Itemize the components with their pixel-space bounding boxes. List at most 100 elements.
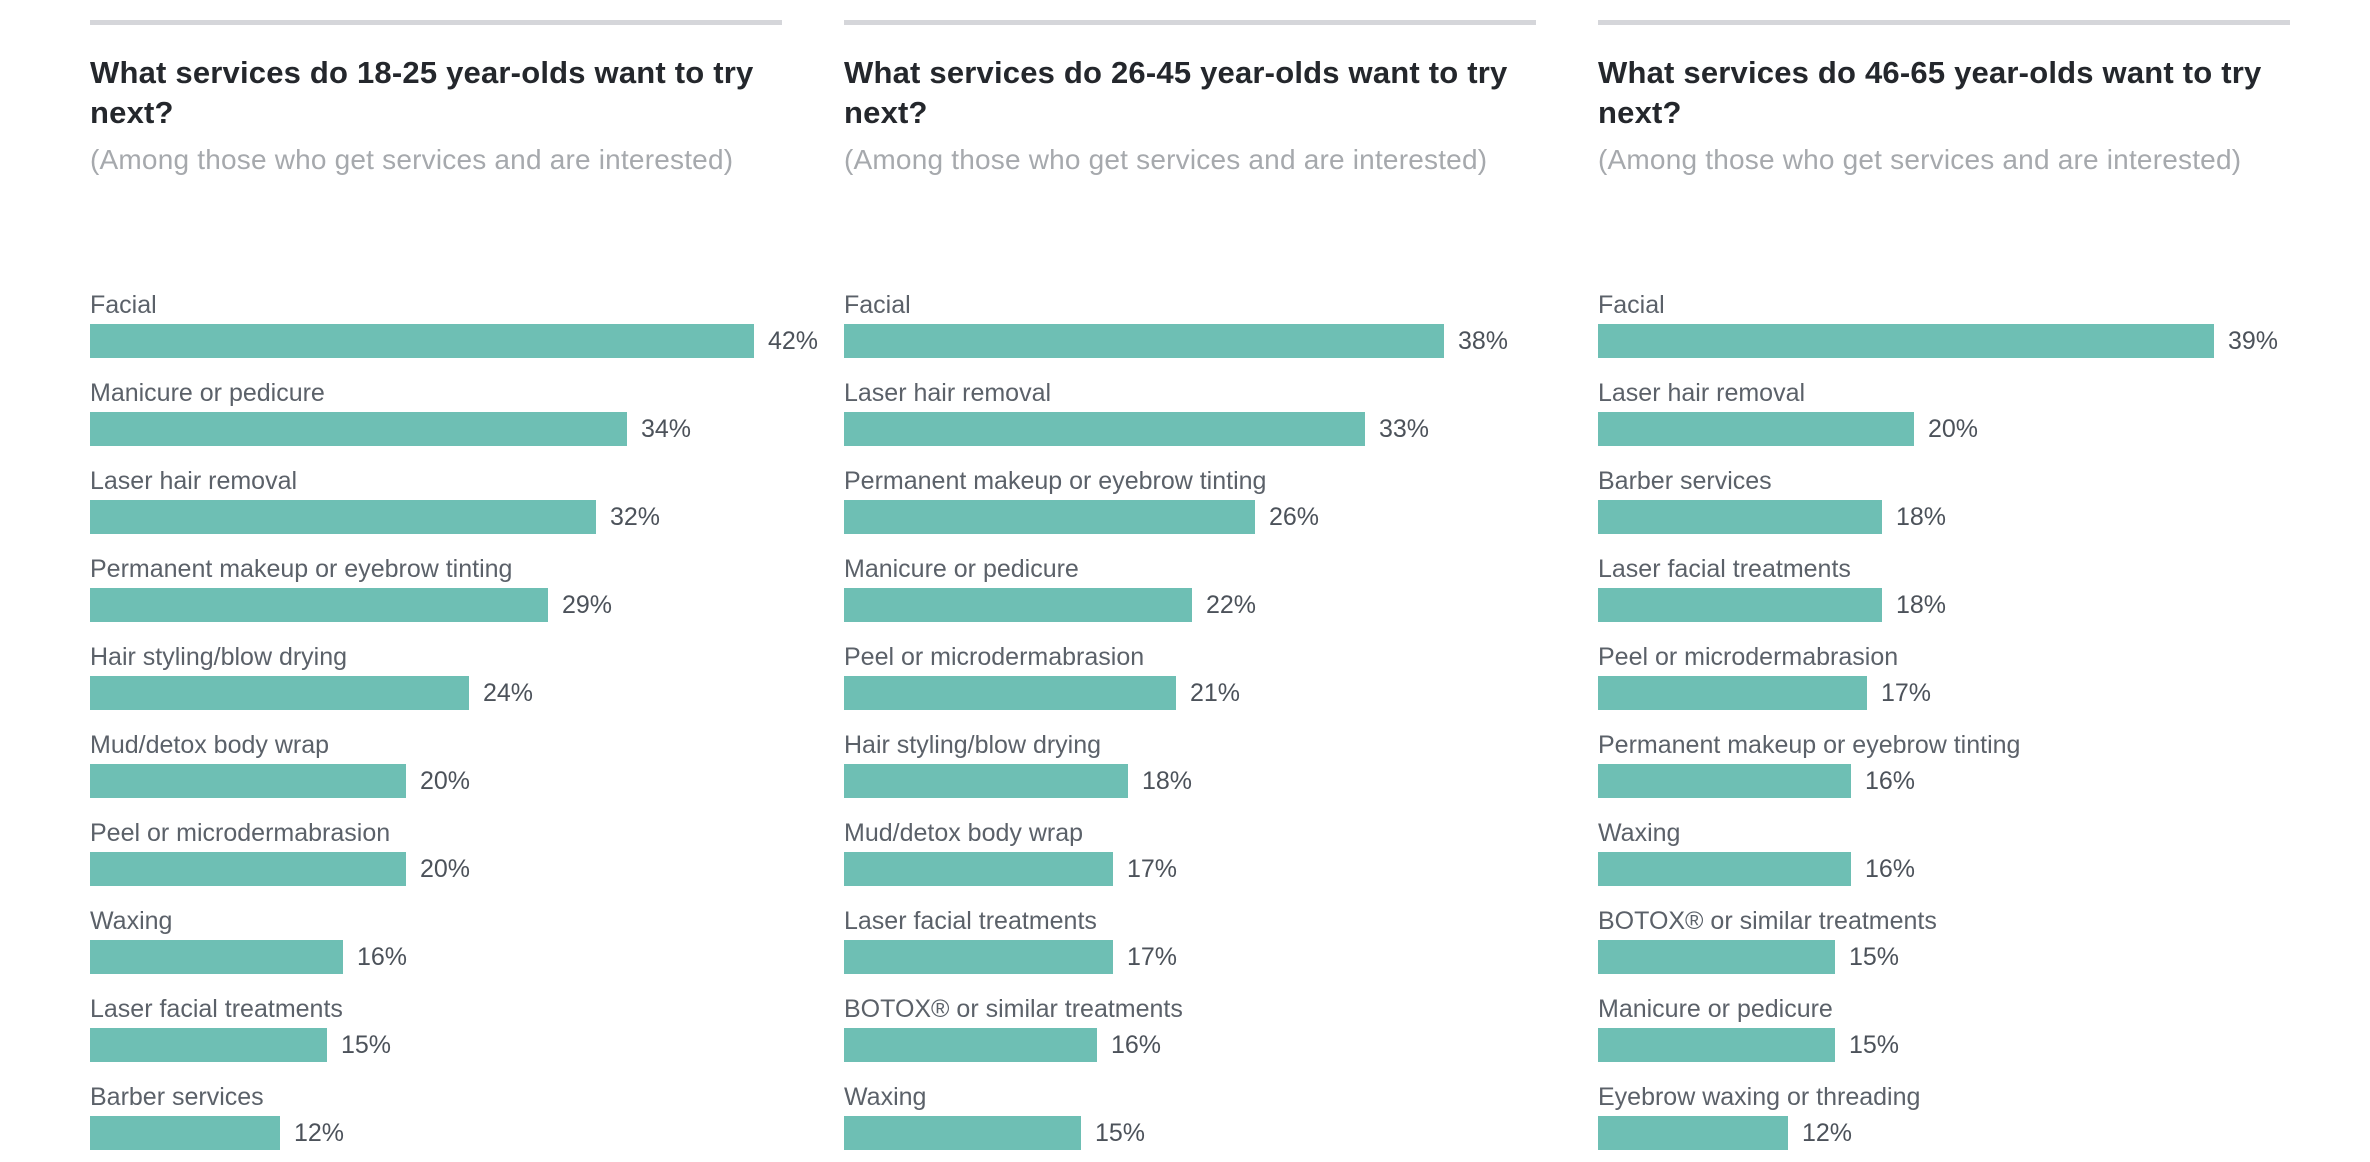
bar-label: BOTOX® or similar treatments [1598, 907, 1937, 935]
bar-label: Mud/detox body wrap [90, 731, 330, 759]
bar-line: 15% [844, 1116, 1556, 1150]
bar-row: Mud/detox body wrap 20% [90, 730, 802, 818]
bar-row: Laser facial treatments 17% [844, 906, 1556, 994]
bar [90, 676, 469, 710]
bar-value: 18% [1896, 503, 1947, 531]
bar-row: Waxing 15% [844, 1082, 1556, 1162]
bar-value: 32% [610, 503, 661, 531]
chart-column-46-65: What services do 46-65 year-olds want to… [1598, 20, 2310, 1162]
bar-row: Barber services 12% [90, 1082, 802, 1162]
separator-line [90, 20, 782, 25]
bar-row: BOTOX® or similar treatments 15% [1598, 906, 2310, 994]
bar-label: Mud/detox body wrap [844, 819, 1084, 847]
bar-row: Peel or microdermabrasion 21% [844, 642, 1556, 730]
chart-column-26-45: What services do 26-45 year-olds want to… [844, 20, 1556, 1162]
bar-line: 18% [844, 764, 1556, 798]
bar-label: Facial [90, 291, 157, 319]
bar-label: Laser hair removal [844, 379, 1052, 407]
bar-label: Eyebrow waxing or threading [1598, 1083, 1921, 1111]
bar-row: Laser hair removal 20% [1598, 378, 2310, 466]
bar [90, 324, 754, 358]
bar [844, 676, 1176, 710]
bar-line: 18% [1598, 500, 2310, 534]
bar-line: 33% [844, 412, 1556, 446]
chart-column-18-25: What services do 18-25 year-olds want to… [90, 20, 818, 1162]
chart-title: What services do 46-65 year-olds want to… [1598, 55, 2262, 130]
bar [844, 500, 1255, 534]
bar-line: 38% [844, 324, 1556, 358]
bar-row: Barber services 18% [1598, 466, 2310, 554]
bar-row: BOTOX® or similar treatments 16% [844, 994, 1556, 1082]
bar-value: 16% [357, 943, 408, 971]
bar-row: Laser facial treatments 15% [90, 994, 802, 1082]
bar-line: 20% [90, 764, 802, 798]
bar-label: Hair styling/blow drying [90, 643, 348, 671]
bar [844, 588, 1192, 622]
bar-row: Permanent makeup or eyebrow tinting 26% [844, 466, 1556, 554]
bar [1598, 940, 1835, 974]
bar [90, 1028, 327, 1062]
bar-label: Permanent makeup or eyebrow tinting [1598, 731, 2021, 759]
bar [90, 500, 596, 534]
bar [90, 852, 406, 886]
bar-rows: Facial 38% Laser hair removal 33% Permanent … [844, 290, 1556, 1162]
bar-value: 38% [1458, 327, 1509, 355]
bar-label: Waxing [844, 1083, 927, 1111]
bar-row: Laser facial treatments 18% [1598, 554, 2310, 642]
bar-line: 18% [1598, 588, 2310, 622]
bar-line: 17% [1598, 676, 2310, 710]
bar-line: 24% [90, 676, 802, 710]
bar-line: 15% [1598, 1028, 2310, 1062]
bar-row: Eyebrow waxing or threading 12% [1598, 1082, 2310, 1162]
bar-value: 17% [1127, 855, 1178, 883]
bar-line: 17% [844, 940, 1556, 974]
bar-line: 29% [90, 588, 802, 622]
bar-value: 17% [1881, 679, 1932, 707]
bar-row: Permanent makeup or eyebrow tinting 16% [1598, 730, 2310, 818]
chart-title: What services do 26-45 year-olds want to… [844, 55, 1508, 130]
bar-line: 12% [1598, 1116, 2310, 1150]
bar-value: 34% [641, 415, 692, 443]
bar-value: 12% [294, 1119, 345, 1147]
bar-line: 21% [844, 676, 1556, 710]
bar-row: Waxing 16% [1598, 818, 2310, 906]
bar [90, 1116, 280, 1150]
bar-value: 20% [420, 855, 471, 883]
bar-label: Facial [844, 291, 911, 319]
bar [844, 940, 1113, 974]
bar-row: Facial 38% [844, 290, 1556, 378]
bar-row: Peel or microdermabrasion 20% [90, 818, 802, 906]
chart-subtitle: (Among those who get services and are in… [1598, 144, 2242, 175]
bar-value: 21% [1190, 679, 1241, 707]
bar-line: 16% [1598, 764, 2310, 798]
bar-value: 18% [1896, 591, 1947, 619]
bar [1598, 764, 1851, 798]
bar [1598, 324, 2214, 358]
bar-row: Waxing 16% [90, 906, 802, 994]
bar-label: Waxing [1598, 819, 1681, 847]
bar-value: 29% [562, 591, 613, 619]
bar [1598, 852, 1851, 886]
bar-row: Hair styling/blow drying 18% [844, 730, 1556, 818]
separator-line [844, 20, 1536, 25]
bar [844, 1116, 1081, 1150]
bar-label: Peel or microdermabrasion [844, 643, 1145, 671]
bar-value: 33% [1379, 415, 1430, 443]
bar-value: 22% [1206, 591, 1257, 619]
bar-rows: Facial 42% Manicure or pedicure 34% Laser ha… [90, 290, 818, 1162]
bar-label: Laser facial treatments [1598, 555, 1851, 583]
bar-label: Barber services [90, 1083, 264, 1111]
bar-label: Peel or microdermabrasion [90, 819, 391, 847]
bar [90, 412, 627, 446]
bar-label: Laser facial treatments [844, 907, 1097, 935]
bar-label: Manicure or pedicure [1598, 995, 1833, 1023]
chart-subtitle: (Among those who get services and are in… [90, 144, 734, 175]
bar-row: Permanent makeup or eyebrow tinting 29% [90, 554, 802, 642]
bar-label: Hair styling/blow drying [844, 731, 1102, 759]
bar-line: 16% [844, 1028, 1556, 1062]
bar-label: Facial [1598, 291, 1665, 319]
bar-value: 12% [1802, 1119, 1853, 1147]
separator-line [1598, 20, 2290, 25]
bar-label: Laser facial treatments [90, 995, 343, 1023]
